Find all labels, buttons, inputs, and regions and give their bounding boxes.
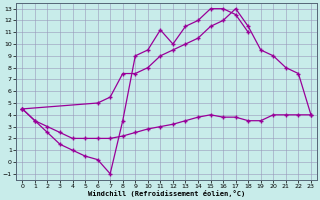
- X-axis label: Windchill (Refroidissement éolien,°C): Windchill (Refroidissement éolien,°C): [88, 190, 245, 197]
